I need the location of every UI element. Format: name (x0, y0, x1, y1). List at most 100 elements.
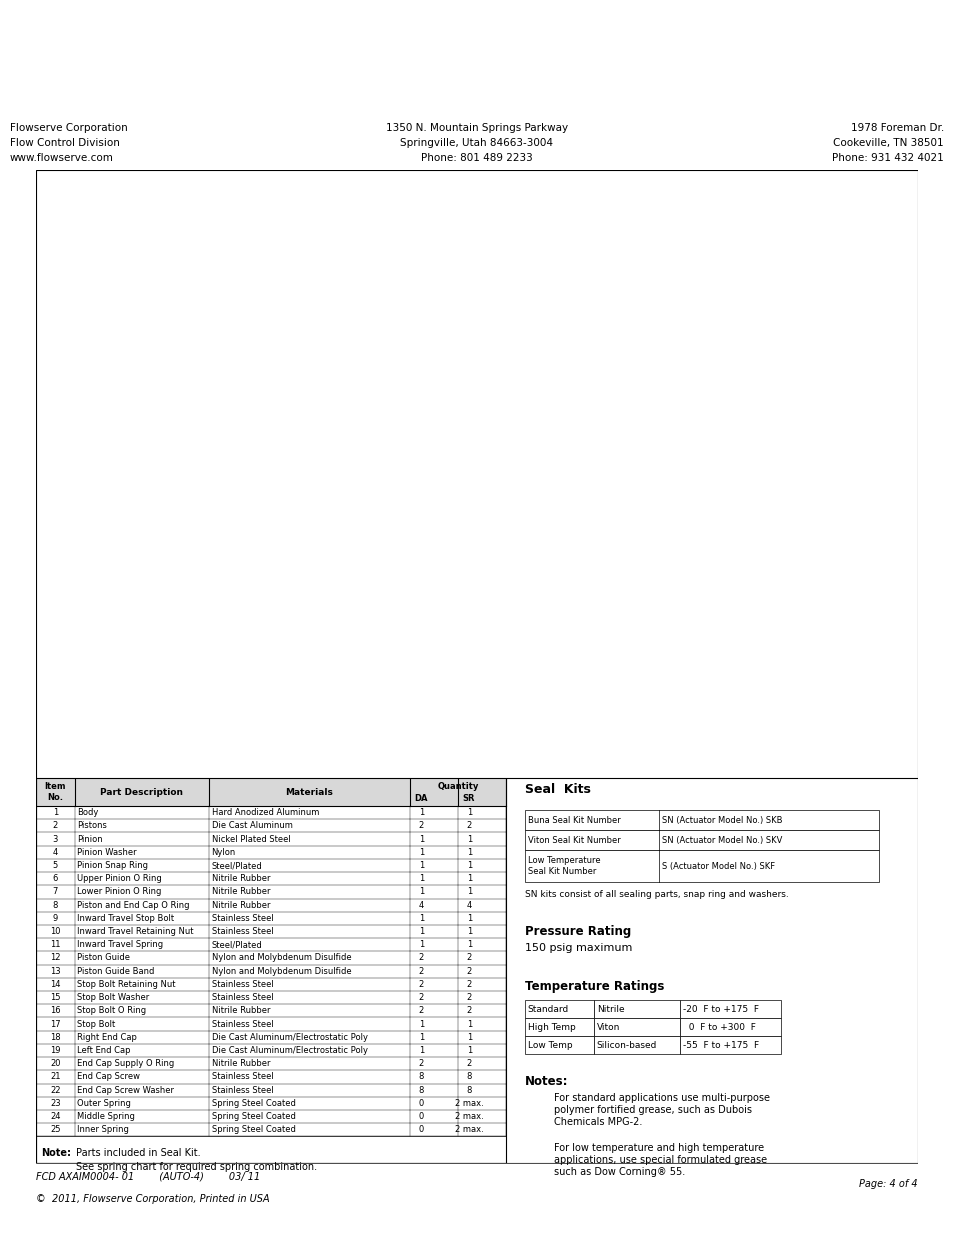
Text: Die Cast Aluminum/Electrostatic Poly: Die Cast Aluminum/Electrostatic Poly (212, 1046, 367, 1055)
Text: 14: 14 (51, 979, 61, 989)
Text: 21: 21 (51, 1072, 61, 1082)
Text: Nitrile Rubber: Nitrile Rubber (212, 874, 270, 883)
Text: 2 max.: 2 max. (455, 1112, 483, 1121)
Text: 15: 15 (51, 993, 61, 1002)
Bar (679, 1018, 780, 1036)
Text: 1: 1 (466, 940, 472, 950)
Text: 20: 20 (51, 1060, 61, 1068)
Text: FCD AXAIM0004- 01        (AUTO-4)        03/ 11: FCD AXAIM0004- 01 (AUTO-4) 03/ 11 (36, 1172, 260, 1182)
Text: 2: 2 (466, 967, 472, 976)
Bar (524, 1036, 594, 1055)
Text: Stop Bolt: Stop Bolt (77, 1020, 115, 1029)
Text: 1: 1 (466, 861, 472, 869)
Text: 1: 1 (466, 835, 472, 844)
Text: 0  F to +300  F: 0 F to +300 F (682, 1023, 755, 1031)
Text: End Cap Supply O Ring: End Cap Supply O Ring (77, 1060, 174, 1068)
Bar (524, 830, 879, 850)
Text: Pistons: Pistons (77, 821, 108, 830)
Text: Piston Guide Band: Piston Guide Band (77, 967, 154, 976)
Text: Automax Valve Automation Systems: Automax Valve Automation Systems (619, 21, 947, 36)
Text: Lower Pinion O Ring: Lower Pinion O Ring (77, 888, 162, 897)
Text: Inward Travel Spring: Inward Travel Spring (77, 940, 163, 950)
Text: 25: 25 (51, 1125, 61, 1134)
Text: Spring Steel Coated: Spring Steel Coated (212, 1099, 295, 1108)
Text: Silicon-based: Silicon-based (597, 1041, 657, 1050)
Bar (679, 1000, 780, 1018)
Text: Viton Seal Kit Number: Viton Seal Kit Number (527, 836, 619, 845)
Text: Steel/Plated: Steel/Plated (212, 940, 262, 950)
Text: Item
No.: Item No. (45, 782, 66, 802)
Text: 2: 2 (418, 953, 423, 962)
Text: Quantity: Quantity (436, 782, 478, 790)
Text: 22: 22 (51, 1086, 61, 1094)
Text: Pinion: Pinion (77, 835, 103, 844)
Text: 3: 3 (52, 835, 58, 844)
Text: 1: 1 (418, 940, 423, 950)
Text: 8: 8 (466, 1086, 472, 1094)
Text: Viton: Viton (597, 1023, 619, 1031)
Text: Stainless Steel: Stainless Steel (212, 1020, 274, 1029)
Text: See spring chart for required spring combination.: See spring chart for required spring com… (76, 1162, 317, 1172)
Text: Stainless Steel: Stainless Steel (212, 914, 274, 923)
Text: 1: 1 (418, 835, 423, 844)
Text: 2: 2 (418, 979, 423, 989)
Text: Body: Body (77, 808, 99, 818)
Text: 2: 2 (418, 1060, 423, 1068)
Text: Right End Cap: Right End Cap (77, 1032, 137, 1042)
Text: Pinion Washer: Pinion Washer (77, 847, 137, 857)
Text: 8: 8 (418, 1086, 424, 1094)
Text: Temperature Ratings: Temperature Ratings (524, 981, 663, 993)
Text: 7: 7 (52, 888, 58, 897)
Text: Piston Guide: Piston Guide (77, 953, 131, 962)
Text: End Cap Screw Washer: End Cap Screw Washer (77, 1086, 174, 1094)
Text: www.flowserve.com: www.flowserve.com (10, 153, 113, 163)
Text: 6: 6 (52, 874, 58, 883)
Text: 1: 1 (418, 861, 423, 869)
Bar (524, 1018, 594, 1036)
Text: Installation, Operation and Maintenance Instructions: Installation, Operation and Maintenance … (582, 75, 947, 90)
Bar (594, 1036, 679, 1055)
Text: Stainless Steel: Stainless Steel (212, 993, 274, 1002)
Text: 1350 N. Mountain Springs Parkway: 1350 N. Mountain Springs Parkway (386, 124, 567, 133)
Text: Standard: Standard (527, 1005, 568, 1014)
Text: 11: 11 (51, 940, 61, 950)
Bar (36, 778, 505, 806)
Text: S (Actuator Model No.) SKF: S (Actuator Model No.) SKF (661, 862, 774, 871)
Text: 8: 8 (52, 900, 58, 910)
Text: Nitrile Rubber: Nitrile Rubber (212, 888, 270, 897)
Text: Flowserve Corporation: Flowserve Corporation (10, 124, 128, 133)
Text: 10: 10 (51, 927, 61, 936)
Text: Pressure Rating: Pressure Rating (524, 925, 631, 939)
Text: 1: 1 (466, 1046, 472, 1055)
Text: Hard Anodized Aluminum: Hard Anodized Aluminum (212, 808, 318, 818)
Text: Low Temp: Low Temp (527, 1041, 572, 1050)
Text: 1: 1 (466, 914, 472, 923)
Text: 1: 1 (52, 808, 58, 818)
Text: 2: 2 (418, 967, 423, 976)
Text: Die Cast Aluminum: Die Cast Aluminum (212, 821, 293, 830)
Text: 2: 2 (466, 821, 472, 830)
Text: Stop Bolt O Ring: Stop Bolt O Ring (77, 1007, 147, 1015)
Text: 2: 2 (466, 993, 472, 1002)
Text: Stainless Steel: Stainless Steel (212, 979, 274, 989)
Text: 9: 9 (52, 914, 58, 923)
Text: Spring Steel Coated: Spring Steel Coated (212, 1112, 295, 1121)
Text: 4: 4 (52, 847, 58, 857)
Text: 4: 4 (466, 900, 472, 910)
Text: 2 max.: 2 max. (455, 1099, 483, 1108)
Text: DA: DA (415, 794, 428, 803)
Text: Part Description: Part Description (100, 788, 183, 797)
Text: 1: 1 (418, 1032, 423, 1042)
Text: 8: 8 (466, 1072, 472, 1082)
Text: 18: 18 (51, 1032, 61, 1042)
Text: Nylon: Nylon (212, 847, 235, 857)
Text: Nitrile Rubber: Nitrile Rubber (212, 1060, 270, 1068)
Bar (594, 1018, 679, 1036)
Text: Left End Cap: Left End Cap (77, 1046, 131, 1055)
Text: Nitrile Rubber: Nitrile Rubber (212, 1007, 270, 1015)
Text: 12: 12 (51, 953, 61, 962)
Text: 2: 2 (418, 1007, 423, 1015)
Text: 150 psig maximum: 150 psig maximum (524, 944, 632, 953)
Text: 1: 1 (418, 1020, 423, 1029)
Text: Page: 4 of 4: Page: 4 of 4 (859, 1178, 917, 1188)
